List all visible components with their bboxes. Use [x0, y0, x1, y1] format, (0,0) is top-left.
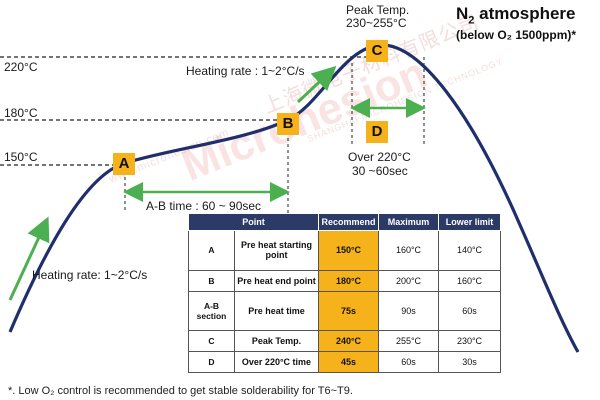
row-recommend: 180°C	[318, 269, 379, 292]
row-desc: Over 220°C time	[234, 351, 319, 373]
heating-arrow-left	[8, 216, 50, 301]
temp-label-180: 180°C	[4, 106, 38, 120]
atmosphere-title-sub: 2	[468, 14, 475, 27]
row-maximum: 90s	[378, 290, 439, 332]
row-recommend: 150°C	[318, 230, 379, 271]
table-row: D Over 220°C time 45s 60s 30s	[188, 351, 501, 373]
ab-time-label: A-B time : 60 ~ 90sec	[146, 199, 262, 213]
heating-arrow-top	[296, 65, 337, 104]
header-maximum: Maximum	[378, 213, 439, 231]
table-row: C Peak Temp. 240°C 255°C 230°C	[188, 330, 501, 353]
row-lower-limit: 60s	[438, 290, 501, 332]
heating-rate-left-label: Heating rate: 1~2°C/s	[32, 268, 148, 282]
point-marker-a: A	[113, 153, 135, 175]
over220-line2: 30 ~60sec	[352, 164, 408, 178]
row-lower-limit: 160°C	[438, 269, 501, 292]
row-maximum: 255°C	[378, 330, 439, 353]
table-row: A Pre heat starting point 150°C 160°C 14…	[188, 230, 501, 271]
footnote: *. Low O₂ control is recommended to get …	[8, 385, 353, 397]
row-desc: Peak Temp.	[234, 330, 319, 353]
row-recommend: 45s	[318, 351, 379, 373]
header-lower-limit: Lower limit	[438, 213, 501, 231]
row-lower-limit: 230°C	[438, 330, 501, 353]
point-marker-c: C	[366, 40, 388, 62]
oxygen-note: (below O₂ 1500ppm)*	[456, 28, 577, 42]
point-marker-d: D	[366, 121, 388, 143]
atmosphere-title-n: N	[456, 4, 469, 23]
atmosphere-title-rest: atmosphere	[474, 4, 576, 23]
table-row: A-B section Pre heat time 75s 90s 60s	[188, 290, 501, 332]
peak-temp-label: Peak Temp. 230~255°C	[346, 4, 409, 30]
atmosphere-title: N2 atmosphere	[456, 4, 576, 26]
row-recommend: 240°C	[318, 330, 379, 353]
row-desc: Pre heat starting point	[234, 230, 319, 271]
over220-label: Over 220°C 30 ~60sec	[348, 150, 411, 178]
row-maximum: 160°C	[378, 230, 439, 271]
over220-line1: Over 220°C	[348, 150, 411, 164]
header-recommend: Recommend	[318, 213, 379, 231]
header-point: Point	[188, 213, 319, 231]
heating-rate-top-label: Heating rate : 1~2°C/s	[186, 64, 305, 78]
row-point: A-B section	[188, 290, 235, 332]
row-point: A	[188, 230, 235, 271]
row-lower-limit: 30s	[438, 351, 501, 373]
temp-label-150: 150°C	[4, 150, 38, 164]
row-point: D	[188, 351, 235, 373]
point-marker-b: B	[277, 113, 299, 135]
table-row: B Pre heat end point 180°C 200°C 160°C	[188, 269, 501, 292]
row-point: C	[188, 330, 235, 353]
row-maximum: 60s	[378, 351, 439, 373]
table-header-row: Point Recommend Maximum Lower limit	[188, 213, 501, 231]
peak-temp-line2: 230~255°C	[346, 16, 407, 30]
row-point: B	[188, 269, 235, 292]
row-recommend: 75s	[318, 290, 379, 332]
row-lower-limit: 140°C	[438, 230, 501, 271]
row-maximum: 200°C	[378, 269, 439, 292]
peak-temp-line1: Peak Temp.	[346, 3, 410, 17]
temp-label-220: 220°C	[4, 60, 38, 74]
spec-table: Point Recommend Maximum Lower limit A Pr…	[188, 213, 501, 373]
row-desc: Pre heat time	[234, 290, 319, 332]
row-desc: Pre heat end point	[234, 269, 319, 292]
